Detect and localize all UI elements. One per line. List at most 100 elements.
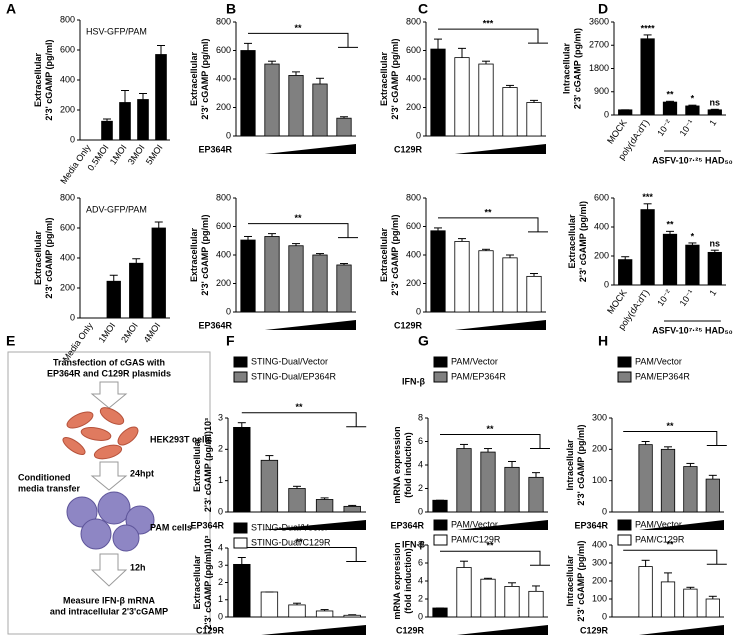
bar-chart: 0 200 400 600 800 Extracellular 2'3' cGAMP (pg… [189,16,358,154]
bar [260,459,279,513]
error-bar [460,560,468,568]
panel-label: F [226,333,235,349]
error-bar [237,556,246,565]
bar [264,63,280,137]
group-label: ASFV-10⁷·²⁵ HAD₅₀ [652,155,733,165]
y-tick-label: 600 [406,45,421,55]
error-bar [484,448,492,453]
bar [662,233,678,286]
y-tick-label: 2 [218,577,223,587]
y-tick-label: 200 [592,575,607,585]
bar-chart: 0 2 4 6 8 mRNA expression (fold induction) EP36… [390,356,550,530]
annotation: **** [641,23,656,33]
x-axis-label: EP364R [198,320,232,330]
bar [106,280,121,319]
error-bar [237,422,246,428]
bar [638,566,653,618]
bar-chart: 0 900 1800 2700 3600 Intracellular 2'3' cGAMP … [561,16,732,165]
y-tick-label: 900 [594,86,609,96]
y-axis-label: (fold induction) [403,432,413,497]
y-axis-label: 2'3' cGAMP (pg/ml) [576,540,586,621]
y-tick-label: 0 [218,611,223,621]
annotation: ** [666,220,674,230]
legend-swatch [617,371,632,383]
diagram-text: EP364R and C129R plasmids [47,368,171,378]
error-bar [320,497,329,500]
y-axis-label: Intracellular [565,555,575,607]
y-tick-label: 1 [218,594,223,604]
pam-cells [66,491,155,552]
y-axis-label: 2'3' cGAMP (pg/ml) [572,28,582,109]
y-axis-label: Extracellular [189,51,199,106]
bar [233,426,251,513]
bar-chart: 0 1 2 3 4 Extracellular 2'3' cGAMP (pg/ml)10³C… [192,522,367,635]
significance-label: ** [484,207,492,217]
legend-swatch [233,371,248,383]
error-bar [132,258,141,264]
legend-swatch [617,534,632,546]
y-tick-label: 6 [418,557,423,567]
legend-label: STING-Dual/C129R [251,537,331,547]
bar [343,505,361,513]
bar [638,444,653,513]
y-tick-label: 0 [604,279,609,289]
panel-label: E [6,333,15,349]
x-tick-label: 5MOI [144,143,165,167]
y-tick-label: 400 [406,73,421,83]
y-tick-label: 400 [594,221,609,231]
bar-chart: 0 200 400 600 800 Extracellular 2'3' cGAMP (pg… [379,16,548,154]
error-bar [154,221,163,228]
bar [101,120,113,141]
error-bar [710,249,719,253]
chart-title: IFN-β [402,539,425,549]
legend-swatch [433,519,448,531]
significance-label: ** [295,537,303,547]
y-tick-label: 200 [60,104,75,114]
y-axis-label: Extracellular [192,555,202,610]
y-tick-label: 2 [418,483,423,493]
ramp [264,144,356,154]
bar [315,499,334,513]
error-bar [664,446,672,450]
ramp [264,320,356,330]
bar [288,75,304,137]
panel-label: C [418,1,428,17]
y-tick-label: 0 [602,611,607,621]
chart-title: HSV-GFP/PAM [86,26,147,36]
x-axis-label: C129R [394,144,423,154]
error-bar [508,582,516,587]
significance-bracket [241,412,367,428]
legend-swatch [617,519,632,531]
x-tick-label: 10⁻² [655,118,673,138]
bar [151,227,166,319]
bar-chart: 0 200 400 600 Extracellular 2'3' cGAMP (pg/ml… [567,192,733,335]
y-tick-label: 4 [418,459,423,469]
y-axis-label: (fold induction) [403,548,413,613]
bar [526,275,542,313]
y-axis-label: Intracellular [561,42,571,94]
y-tick-label: 0 [418,506,423,516]
error-bar [482,248,490,251]
legend-swatch [233,537,248,549]
bar [528,590,544,618]
annotation: ns [710,239,721,249]
error-bar [530,273,538,277]
error-bar [434,38,442,50]
error-bar [121,90,129,103]
bar [264,236,280,313]
error-bar [103,118,111,122]
diagram-text: HEK293T cells [150,434,212,444]
y-tick-label: 800 [216,16,231,26]
significance-label: *** [483,18,494,28]
legend-label: PAM/EP364R [635,371,690,381]
error-bar [641,559,650,567]
bar [454,241,470,313]
bar [640,209,655,286]
y-axis-label: 2'3' cGAMP (pg/ml) [390,38,400,119]
y-tick-label: 600 [406,221,421,231]
group-label: ASFV-10⁷·²⁵ HAD₅₀ [652,325,733,335]
error-bar [708,474,717,480]
arrow [90,461,128,491]
bar [685,105,700,116]
x-tick-label: 2MOI [119,321,140,345]
